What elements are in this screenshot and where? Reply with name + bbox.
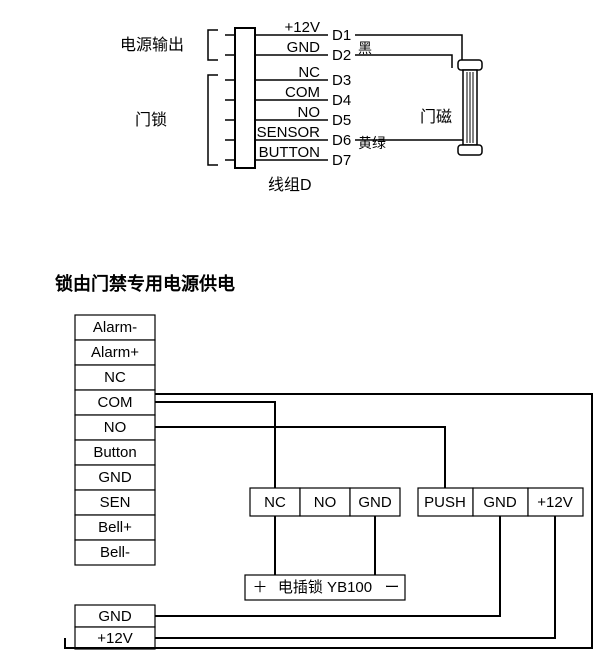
d-label: D4 [332,92,351,109]
pin-label: SENSOR [257,124,321,141]
power-terminals: GND +12V [75,605,155,649]
pin-label: BUTTON [259,144,320,161]
lock-label-suffix: ー [384,579,399,596]
terminal-label: NO [104,419,127,436]
pin-label: NC [298,64,320,81]
left-brackets [208,30,218,165]
push-terminals: PUSH GND +12V [418,488,583,516]
section2-diagram: 锁由门禁专用电源供电 Alarm- Alarm+ NC COM NO [55,273,592,649]
d-label: D7 [332,152,351,169]
lock-label-prefix: ＋ [252,579,267,596]
terminal-label: COM [98,394,133,411]
d-label: D3 [332,72,351,89]
lock-term: NC [264,494,286,511]
terminal-column: Alarm- Alarm+ NC COM NO Button [75,315,155,565]
terminal-label: SEN [100,494,131,511]
terminal-label: Bell+ [98,519,132,536]
power-term: GND [98,608,132,625]
wire-color: 黄绿 [358,135,386,151]
left-label: 电源输出 [120,36,184,54]
power-term: +12V [97,630,132,647]
lock-term: NO [314,494,337,511]
terminal-label: Button [93,444,136,461]
terminal-label: Bell- [100,544,130,561]
top-diagram: +12V GND NC COM NO SENSOR BUTTON D1 D2 D… [120,19,482,194]
lock-name: 电插锁 YB100 [278,579,372,596]
pin-label: GND [287,39,321,56]
wire-color: 黑 [358,40,372,56]
terminal-label: Alarm+ [91,344,139,361]
section2-title: 锁由门禁专用电源供电 [55,273,235,294]
pin-label: +12V [285,19,320,36]
left-label: 门锁 [135,111,167,129]
terminal-label: GND [98,469,132,486]
door-sensor-label: 门磁 [420,108,452,126]
diagram-canvas: +12V GND NC COM NO SENSOR BUTTON D1 D2 D… [0,0,607,655]
push-term: GND [483,494,517,511]
lock-term: GND [358,494,392,511]
lock-terminals: NC NO GND [250,488,400,516]
d-label: D1 [332,27,351,44]
pin-label: COM [285,84,320,101]
group-label: 线组D [268,176,312,194]
terminal-label: NC [104,369,126,386]
d-label: D5 [332,112,351,129]
pin-label: NO [298,104,321,121]
terminal-label: Alarm- [93,319,137,336]
push-term: PUSH [424,494,466,511]
connector-box [235,28,255,168]
d-label: D6 [332,132,351,149]
d-label: D2 [332,47,351,64]
push-term: +12V [537,494,572,511]
